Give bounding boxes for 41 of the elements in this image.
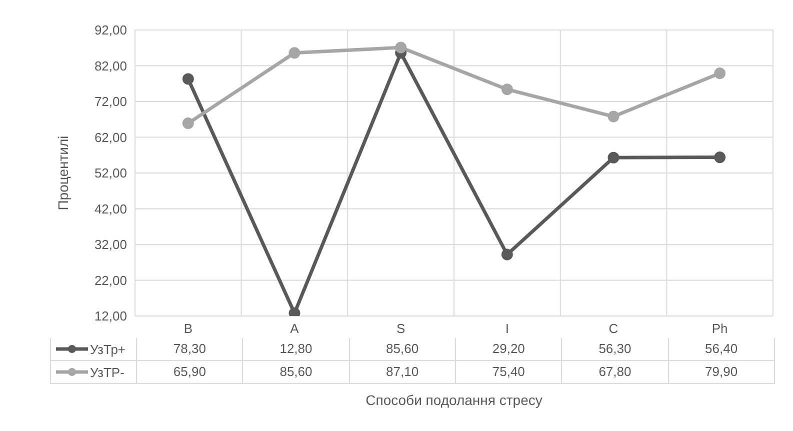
point	[288, 47, 300, 59]
x-tick-label: A	[290, 321, 300, 336]
x-tick-label: Ph	[712, 321, 728, 336]
y-tick-label: 42,00	[94, 201, 127, 216]
point	[608, 152, 620, 164]
y-tick-label: 32,00	[94, 237, 127, 252]
y-tick-label: 92,00	[94, 22, 127, 38]
data-label: 12,80	[243, 338, 350, 360]
point	[714, 152, 726, 164]
y-tick-label: 52,00	[94, 166, 127, 181]
data-label: 85,60	[243, 361, 350, 383]
point	[182, 73, 194, 85]
data-label: 78,30	[137, 338, 244, 360]
point	[608, 110, 620, 122]
x-tick-label: C	[608, 321, 618, 336]
x-tick-label: S	[396, 321, 406, 336]
data-label: 85,60	[350, 338, 456, 360]
point	[714, 68, 726, 80]
data-label: 65,90	[137, 361, 244, 383]
data-label: 75,40	[456, 361, 562, 383]
y-axis-title: Процентилі	[54, 136, 71, 210]
point	[395, 42, 407, 54]
legend-label: УзТР-	[90, 364, 124, 380]
point	[182, 118, 194, 130]
data-label: 56,40	[668, 338, 775, 360]
data-label: 79,90	[668, 361, 775, 383]
y-tick-label: 72,00	[94, 94, 127, 110]
legend-label: УзТр+	[90, 342, 126, 356]
y-tick-label: 82,00	[94, 58, 127, 74]
x-tick-label: I	[505, 321, 509, 336]
x-axis-title: Способи подолання стресу	[364, 392, 544, 408]
data-label: 67,80	[562, 361, 669, 383]
data-label: 29,20	[456, 338, 562, 360]
point	[501, 248, 513, 260]
data-label: 56,30	[562, 338, 669, 360]
data-label: 87,10	[350, 361, 456, 383]
point	[501, 84, 513, 96]
y-tick-label: 22,00	[94, 272, 127, 288]
y-tick-label: 62,00	[94, 130, 127, 145]
y-tick-label: 12,00	[94, 308, 127, 324]
x-tick-label: B	[184, 321, 193, 336]
